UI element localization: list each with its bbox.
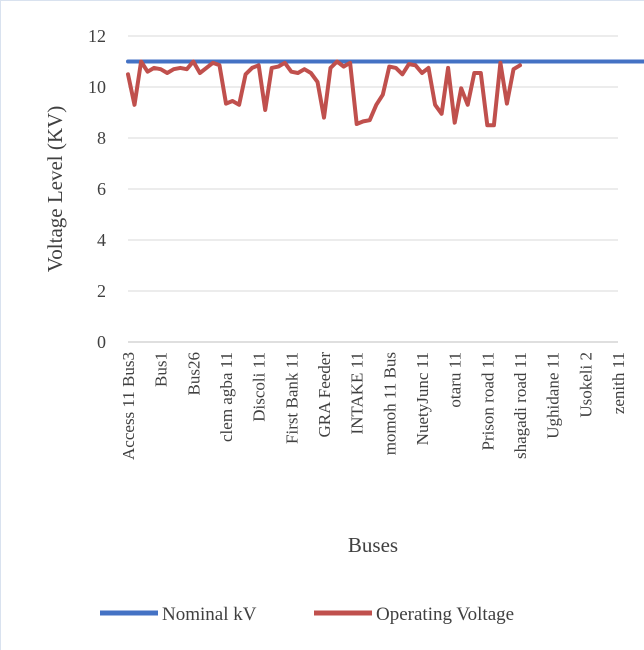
- legend: Nominal kV Operating Voltage: [100, 604, 514, 625]
- x-tick-label: Discoli 11: [250, 352, 269, 422]
- x-tick-label: Bus1: [152, 352, 171, 387]
- y-axis-title: Voltage Level (KV): [43, 106, 67, 272]
- x-tick-label: otaru 11: [446, 352, 465, 408]
- gridlines: [128, 35, 618, 343]
- x-tick-label: shagadi road 11: [511, 352, 530, 459]
- x-tick-label: momoh 11 Bus: [380, 352, 399, 455]
- x-axis-title: Buses: [348, 533, 398, 557]
- series-line-operating-voltage: [126, 59, 522, 128]
- x-tick-label: Prison road 11: [478, 352, 497, 451]
- frame-top-border: [0, 0, 644, 1]
- x-tick-label: Usokeli 2: [576, 352, 595, 418]
- y-tick-labels: 0 2 4 6 8 10 12: [88, 26, 106, 352]
- y-tick-label: 2: [97, 281, 106, 301]
- x-tick-label: Bus26: [184, 352, 203, 395]
- y-tick-label: 12: [88, 26, 106, 46]
- x-tick-label: First Bank 11: [282, 352, 301, 444]
- x-tick-label: zenith 11: [609, 352, 628, 414]
- x-tick-label: Access 11 Bus3: [119, 352, 138, 460]
- x-tick-label: Ughidane 11: [544, 352, 563, 439]
- y-tick-label: 4: [97, 230, 106, 250]
- frame-left-border: [0, 0, 1, 650]
- x-tick-label: GRA Feeder: [315, 352, 334, 438]
- x-tick-label: INTAKE 11: [348, 352, 367, 435]
- legend-label-operating-voltage: Operating Voltage: [376, 604, 514, 625]
- series-lines: [126, 59, 644, 128]
- y-tick-label: 10: [88, 77, 106, 97]
- y-tick-label: 6: [97, 179, 106, 199]
- y-tick-label: 0: [97, 332, 106, 352]
- x-tick-label: clem agba 11: [217, 352, 236, 442]
- x-tick-label: NuetyJunc 11: [413, 352, 432, 445]
- x-tick-labels: Access 11 Bus3 Bus1 Bus26 clem agba 11 Disco…: [119, 352, 628, 460]
- legend-label-nominal-kv: Nominal kV: [162, 604, 257, 625]
- y-tick-label: 8: [97, 128, 106, 148]
